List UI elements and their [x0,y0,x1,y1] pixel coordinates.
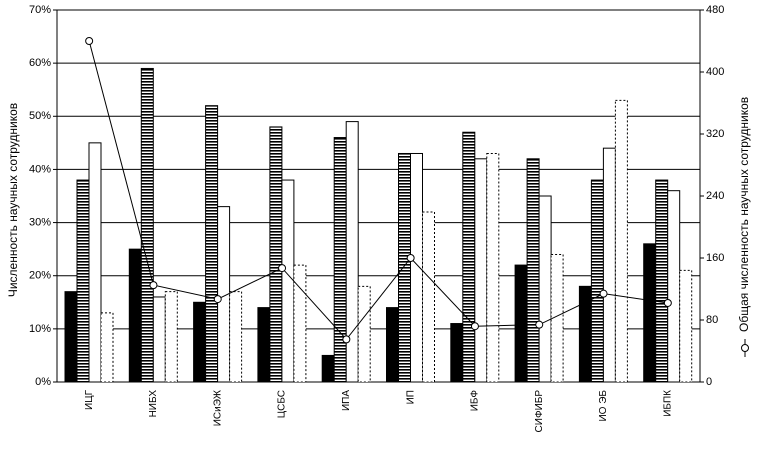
y-tick-label: 50% [29,110,51,122]
x-tick-label: ИБФ [470,390,481,412]
bar [474,158,488,383]
y2-tick-label: 0 [706,376,712,388]
y-tick-label: 70% [29,4,51,16]
bar [76,179,90,383]
x-tick-label: ИП [405,390,416,404]
x-tick-label: НИБХ [148,390,159,418]
legend-label: Общая численность научных сотрудников [737,97,751,332]
line-point [470,322,479,331]
bar [526,158,540,383]
bar [450,323,464,383]
x-tick-label: ИО ЭБ [598,390,609,422]
y-tick-label: 0% [35,376,51,388]
bar [321,354,335,383]
line-point [663,298,672,307]
bar [422,211,435,383]
bar [229,291,243,383]
bar [257,307,271,383]
y-tick-label: 10% [29,323,51,335]
line-point [535,320,544,329]
line [88,40,668,341]
line-point [213,295,222,304]
bar [269,126,283,383]
bar [643,243,657,383]
bar [345,121,359,383]
y-tick-label: 30% [29,216,51,228]
bar [655,179,669,383]
bar [550,253,564,383]
x-tick-label: СИФИБР [534,390,545,433]
bar [152,296,166,383]
bar [614,99,628,383]
line-point [599,289,608,298]
bar [386,307,399,383]
x-tick-label: ИСиЭЖ [212,389,223,426]
y-tick-label: 60% [29,57,51,69]
line-point [85,37,94,45]
bar [590,179,604,383]
line-point [406,254,415,262]
y2-tick-label: 80 [706,314,718,326]
bar [679,269,693,383]
y2-tick-label: 400 [706,66,724,78]
bar [100,312,114,383]
bar [357,285,371,383]
bar [88,142,102,383]
x-tick-label: ИЦГ [84,389,95,410]
bar [410,152,423,383]
bar [293,264,307,383]
bar [602,147,616,383]
x-tick-label: ЦСБС [277,390,288,418]
bar [398,152,411,383]
line-point [342,335,351,344]
legend-marker [741,344,749,352]
y2-tick-label: 240 [706,190,724,202]
bar [281,179,295,383]
y2-tick-label: 320 [706,128,724,140]
bar [486,152,500,383]
bar [64,291,78,383]
y-tick-label: 20% [29,270,51,282]
bar [193,301,207,383]
bar [538,195,552,383]
y2-tick-label: 160 [706,252,724,264]
y-axis-label: Численность научных сотрудников [6,103,20,297]
bar [462,131,476,383]
x-tick-label: ИБПК [662,390,673,417]
bar [140,67,154,383]
line-point [149,281,158,290]
bar [164,291,178,383]
bar [128,248,142,383]
x-tick-label: ИПА [341,390,352,411]
bar [333,137,347,383]
y-tick-label: 40% [29,163,51,175]
y2-tick-label: 480 [706,4,724,16]
bar [667,190,681,383]
line-point [278,264,287,273]
bar [205,105,219,383]
bar [514,264,528,383]
